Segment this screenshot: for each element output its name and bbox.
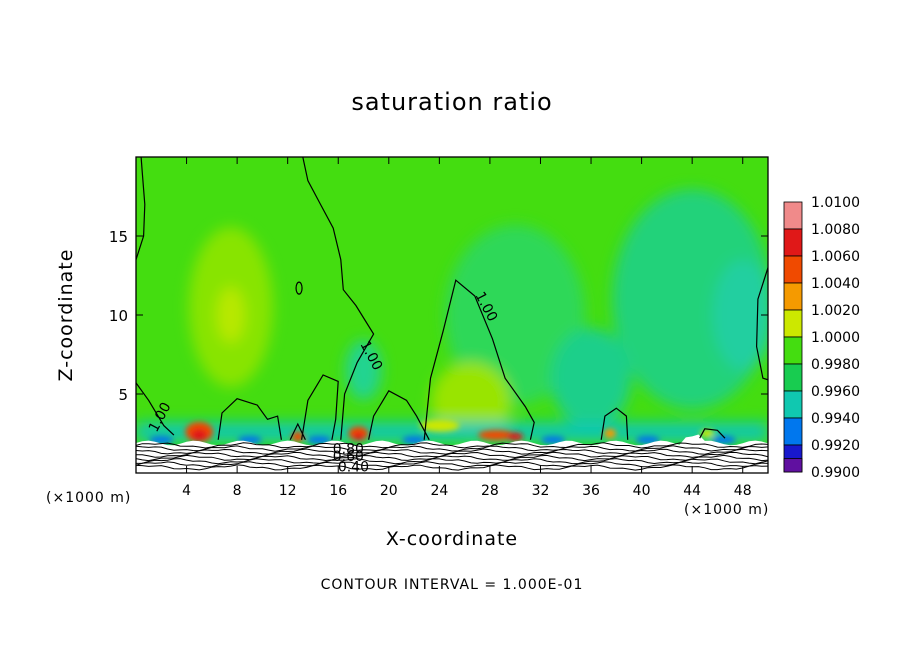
x-tick-label: 48 [734,483,752,499]
contour-line-1.00 [136,382,175,436]
colorbar-swatch [783,309,803,338]
terrain-contour-line [136,458,768,465]
terrain-contour-line [136,461,768,468]
colorbar-label: 1.0040 [811,276,860,292]
contour-line-1.00 [302,157,375,440]
field-region [345,340,382,401]
contour-label: 0.40 [338,459,369,475]
field-region [216,287,245,343]
field-region [712,260,768,370]
y-tick-label: 10 [109,307,128,325]
terrain-contour-line [136,445,768,452]
colorbar-swatch [783,363,803,392]
colorbar-swatch [783,458,803,473]
contour-line-1.00 [368,390,430,441]
y-axis-unit: (×1000 m) [46,490,132,506]
x-tick-label: 32 [532,483,550,499]
y-tick-label: 15 [109,228,128,246]
field-hotspot [191,429,208,442]
colorbar-swatch [783,336,803,365]
x-tick-label: 44 [683,483,701,499]
terrain-contour-line [136,454,768,462]
field-hotspot [507,432,524,441]
contour-line-1.00 [755,267,768,381]
x-tick-label: 20 [380,483,398,499]
colorbar-label: 1.0020 [811,303,860,319]
colorbar-label: 1.0100 [811,195,860,211]
contour-line-1.00 [600,407,629,440]
colorbar-swatch [783,228,803,257]
contour-line-1.00 [423,279,535,440]
colorbar-swatch [783,201,803,230]
y-axis-label: Z-coordinate [55,248,77,382]
colorbar-swatch [783,417,803,446]
colorbar-swatch [783,282,803,311]
colorbar-label: 0.9900 [811,465,860,481]
contour-line-1.00 [699,428,726,439]
field-hotspot [478,430,515,441]
terrain-contour-line [136,442,768,449]
colorbar-label: 0.9980 [811,357,860,373]
x-tick-label: 8 [233,483,242,499]
field-region [551,328,632,429]
contour-label: 0.80 [333,441,364,457]
field-coldspot [711,435,736,444]
contour-line-1.00 [217,398,282,440]
colorbar-label: 0.9920 [811,438,860,454]
field-hotspots [149,419,736,444]
field-hotspot [604,428,616,439]
x-tick-label: 36 [582,483,600,499]
colorbar-label: 1.0000 [811,330,860,346]
field-coldspot [541,435,566,444]
terrain-contour-line [136,464,768,471]
chart-title: saturation ratio [351,88,553,116]
heatmap-field: 1.001.001.000.800.600.40 [136,157,768,475]
contour-interval-note: CONTOUR INTERVAL = 1.000E-01 [320,577,584,593]
x-tick-label: 40 [633,483,651,499]
colorbar-swatch [783,255,803,284]
contour-line-1.00 [301,374,339,440]
field-coldspot [307,435,332,444]
x-tick-label: 16 [329,483,347,499]
x-tick-label: 4 [182,483,191,499]
x-axis-label: X-coordinate [385,528,519,550]
x-axis-unit: (×1000 m) [684,502,770,518]
contour-loop-1.00 [295,281,303,295]
colorbar-label: 1.0080 [811,222,860,238]
field-region [445,225,586,405]
colorbar-label: 0.9960 [811,384,860,400]
field-hotspot [353,432,364,441]
field-hotspot [419,419,460,432]
colorbar-label: 0.9940 [811,411,860,427]
terrain-contour-line [136,451,768,459]
x-tick-label: 28 [481,483,499,499]
y-tick-label: 5 [118,386,128,404]
colorbar-label: 1.0060 [811,249,860,265]
x-tick-label: 12 [279,483,297,499]
x-tick-label: 24 [430,483,448,499]
contour-line-1.00 [136,157,146,260]
colorbar-swatch [783,390,803,419]
field-hotspot [291,431,304,442]
contour-label: 0.60 [333,449,364,465]
